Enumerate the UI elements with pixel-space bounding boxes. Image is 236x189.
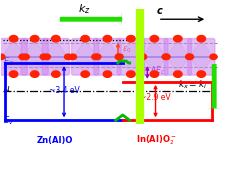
Circle shape [162, 54, 169, 60]
Polygon shape [167, 40, 189, 74]
FancyBboxPatch shape [72, 39, 99, 75]
FancyBboxPatch shape [117, 39, 144, 75]
Circle shape [52, 36, 60, 42]
Circle shape [197, 36, 206, 42]
Circle shape [163, 54, 170, 60]
Circle shape [92, 54, 99, 60]
Circle shape [185, 54, 193, 60]
Circle shape [40, 54, 47, 60]
Circle shape [139, 54, 146, 60]
Circle shape [81, 36, 89, 42]
FancyBboxPatch shape [0, 39, 27, 75]
FancyBboxPatch shape [141, 39, 168, 75]
Text: In(Al)O$_2^-$: In(Al)O$_2^-$ [136, 133, 177, 147]
Circle shape [103, 36, 112, 42]
Circle shape [210, 54, 217, 60]
Text: $\Delta E_C$: $\Delta E_C$ [150, 65, 165, 77]
Circle shape [30, 36, 39, 42]
Circle shape [150, 36, 159, 42]
Text: $\mu$: $\mu$ [3, 84, 10, 94]
Circle shape [19, 54, 26, 60]
Circle shape [81, 71, 89, 77]
Circle shape [9, 71, 18, 77]
Circle shape [9, 36, 18, 42]
FancyBboxPatch shape [164, 39, 191, 75]
Circle shape [0, 54, 5, 60]
Circle shape [42, 54, 48, 59]
Circle shape [116, 54, 123, 60]
Text: $\boldsymbol{c}$: $\boldsymbol{c}$ [156, 6, 163, 16]
Text: ~3.4 eV: ~3.4 eV [49, 86, 80, 95]
Text: $E_v$: $E_v$ [3, 115, 14, 127]
Polygon shape [96, 40, 119, 74]
FancyBboxPatch shape [42, 39, 69, 75]
Text: $E_C$: $E_C$ [3, 55, 14, 67]
FancyBboxPatch shape [21, 39, 48, 75]
Circle shape [174, 36, 182, 42]
Text: Zn(Al)O: Zn(Al)O [37, 136, 73, 145]
Circle shape [94, 54, 101, 60]
Circle shape [174, 71, 182, 77]
Circle shape [139, 54, 147, 60]
FancyBboxPatch shape [94, 39, 121, 75]
Circle shape [43, 54, 51, 60]
FancyBboxPatch shape [188, 39, 215, 75]
Text: $k_x = k_i$: $k_x = k_i$ [178, 78, 208, 91]
Circle shape [150, 71, 159, 77]
Circle shape [163, 54, 169, 59]
Circle shape [197, 71, 206, 77]
Circle shape [186, 54, 193, 59]
Circle shape [67, 54, 74, 59]
Text: $\boldsymbol{k_z}$: $\boldsymbol{k_z}$ [78, 2, 90, 16]
Circle shape [116, 54, 122, 59]
Polygon shape [2, 40, 25, 74]
Circle shape [127, 36, 135, 42]
Text: ~2.9 eV: ~2.9 eV [140, 93, 171, 102]
Circle shape [22, 54, 29, 60]
Circle shape [52, 71, 60, 77]
Polygon shape [45, 40, 67, 74]
Polygon shape [74, 40, 97, 74]
Text: $\varepsilon_0$: $\varepsilon_0$ [122, 44, 131, 55]
Circle shape [64, 54, 72, 60]
Polygon shape [143, 40, 166, 74]
Circle shape [69, 54, 76, 60]
Circle shape [103, 71, 112, 77]
Circle shape [115, 54, 122, 60]
Circle shape [127, 71, 135, 77]
Polygon shape [190, 40, 213, 74]
Circle shape [30, 71, 39, 77]
Circle shape [139, 54, 146, 59]
Circle shape [93, 54, 99, 59]
Circle shape [186, 54, 194, 60]
Polygon shape [120, 40, 142, 74]
Polygon shape [23, 40, 46, 74]
Circle shape [21, 54, 27, 59]
